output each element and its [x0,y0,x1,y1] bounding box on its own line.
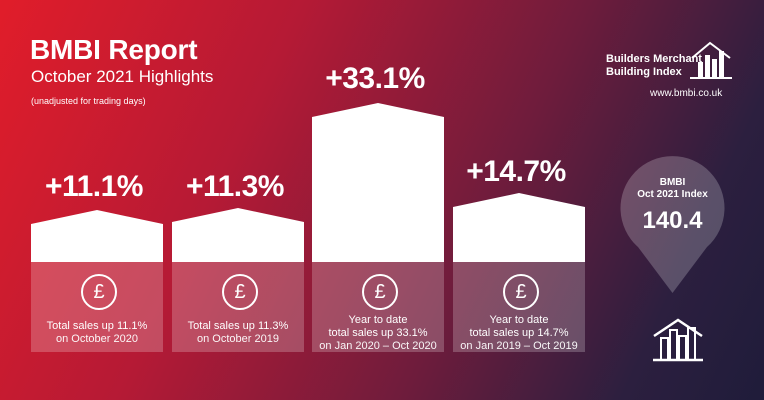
report-title: BMBI Report [30,34,198,65]
index-value: 140.4 [642,207,703,234]
card-4-panel: £ Year to date total sales up 14.7% on J… [453,262,585,352]
report-note: (unadjusted for trading days) [31,96,146,106]
logo-line-2: Building Index [606,66,682,78]
website-link[interactable]: www.bmbi.co.uk [650,88,723,99]
card-4-value: +14.7% [466,155,566,188]
card-4-line-2: total sales up 14.7% [469,327,569,339]
card-3-line-3: on Jan 2020 – Oct 2020 [319,340,437,352]
card-1-value: +11.1% [45,170,143,203]
report-subtitle: October 2021 Highlights [31,67,214,86]
pound-icon: £ [503,274,539,310]
index-label-1: BMBI [659,177,686,188]
card-3-bar [312,103,444,262]
card-1-bar [31,210,163,262]
pound-icon: £ [222,274,258,310]
card-2-panel: £ Total sales up 11.3% on October 2019 [172,262,304,352]
pound-icon: £ [81,274,117,310]
card-2-bar [172,208,304,262]
map-pin-shape [620,156,725,293]
card-1-panel: £ Total sales up 11.1% on October 2020 [31,262,163,352]
card-4-bar [453,193,585,262]
buildings-icon [653,318,703,362]
card-3-line-1: Year to date [348,314,408,326]
card-3-value: +33.1% [325,62,425,95]
index-label-2: Oct 2021 Index [637,189,708,200]
card-1-line-1: Total sales up 11.1% [46,320,148,332]
card-2-value: +11.3% [186,170,284,203]
logo-line-1: Builders Merchant [606,53,702,65]
bmbi-logo[interactable]: Builders Merchant Building Index [606,40,746,90]
pound-icon: £ [362,274,398,310]
card-1-line-2: on October 2020 [56,333,138,345]
card-3-line-2: total sales up 33.1% [328,327,428,339]
card-4-line-1: Year to date [489,314,549,326]
card-2-line-2: on October 2019 [197,333,279,345]
index-pin: BMBI Oct 2021 Index 140.4 [620,155,725,295]
card-4-line-3: on Jan 2019 – Oct 2019 [460,340,578,352]
card-3-panel: £ Year to date total sales up 33.1% on J… [312,262,444,352]
buildings-logo-icon [690,41,732,79]
card-2-line-1: Total sales up 11.3% [187,320,289,332]
